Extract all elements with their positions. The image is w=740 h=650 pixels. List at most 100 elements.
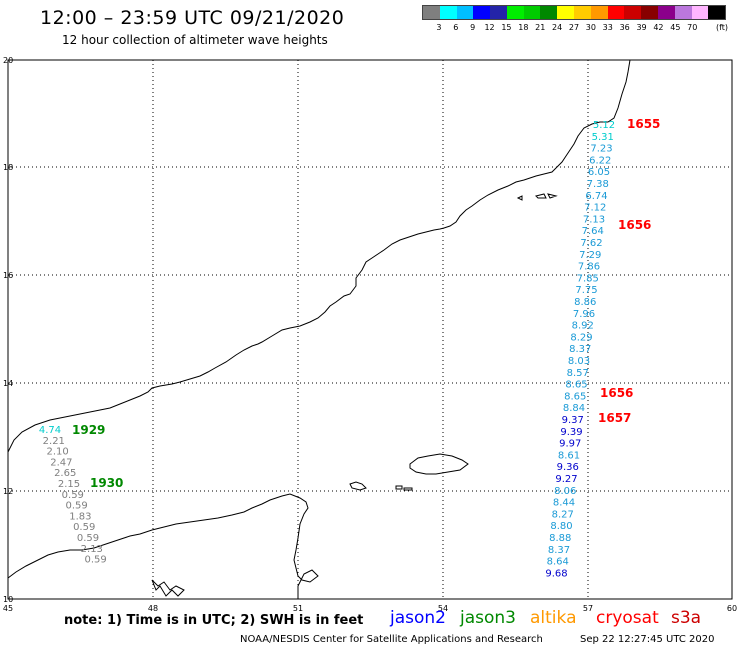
swh-value: 2.13 xyxy=(81,544,103,555)
swh-value: 8.37 xyxy=(548,545,570,556)
swh-value: 8.29 xyxy=(570,332,592,343)
swh-value: 2.65 xyxy=(54,468,76,479)
swh-value: 5.12 xyxy=(593,120,615,131)
swh-value: 8.37 xyxy=(569,344,591,355)
swh-value: 5.31 xyxy=(592,132,614,143)
generated-timestamp: Sep 22 12:27:45 UTC 2020 xyxy=(580,634,715,645)
swh-value: 9.39 xyxy=(560,427,582,438)
legend-label: 3 xyxy=(436,23,442,32)
chart-subtitle: 12 hour collection of altimeter wave hei… xyxy=(62,33,328,47)
x-axis-label: 60 xyxy=(727,604,737,613)
swh-value: 7.64 xyxy=(582,226,604,237)
swh-value: 8.27 xyxy=(552,509,574,520)
swh-value: 4.74 xyxy=(39,425,61,436)
legend-label: 42 xyxy=(653,23,664,32)
x-axis-label: 54 xyxy=(438,604,448,613)
satellite-name: altika xyxy=(530,608,577,628)
swh-value: 8.88 xyxy=(549,533,571,544)
legend-label: 33 xyxy=(602,23,613,32)
swh-value: 8.84 xyxy=(563,403,585,414)
y-axis-label: 14 xyxy=(3,379,13,388)
island-small-4 xyxy=(516,193,558,201)
swh-value: 0.59 xyxy=(65,501,87,512)
legend-swatch xyxy=(657,6,675,19)
legend-label: 70 xyxy=(687,23,698,32)
y-axis-label: 20 xyxy=(3,56,13,65)
footer-note: note: 1) Time is in UTC; 2) SWH is in fe… xyxy=(64,613,364,628)
time-label: 1929 xyxy=(72,423,105,437)
legend-label: 9 xyxy=(470,23,476,32)
swh-value: 7.62 xyxy=(580,238,602,249)
legend-swatch xyxy=(540,6,558,19)
color-legend xyxy=(422,5,726,20)
swh-value: 7.38 xyxy=(587,179,609,190)
swh-value: 7.13 xyxy=(583,214,605,225)
swh-value: 0.59 xyxy=(73,522,95,533)
swh-value: 8.86 xyxy=(574,297,596,308)
track-east: 5.125.317.236.226.057.386.747.127.137.64… xyxy=(545,120,615,579)
legend-swatch xyxy=(624,6,642,19)
legend-label: 45 xyxy=(670,23,681,32)
legend-swatch xyxy=(574,6,591,19)
legend-swatch xyxy=(490,6,507,19)
legend-unit: (ft) xyxy=(715,23,729,32)
time-label: 1930 xyxy=(90,476,123,490)
swh-value: 7.12 xyxy=(584,203,606,214)
swh-value: 8.65 xyxy=(564,391,586,402)
swh-value: 7.29 xyxy=(579,250,601,261)
coastline-north xyxy=(7,59,631,453)
legend-label: 18 xyxy=(518,23,529,32)
time-label: 1655 xyxy=(627,117,660,131)
island-small-2 xyxy=(395,485,403,490)
time-label: 1656 xyxy=(600,386,633,400)
swh-value: 2.15 xyxy=(58,479,80,490)
legend-swatch xyxy=(641,6,658,19)
satellite-name: cryosat xyxy=(596,608,659,628)
satellite-name: jason2 xyxy=(390,608,446,628)
legend-label: 36 xyxy=(619,23,630,32)
swh-value: 8.80 xyxy=(550,521,572,532)
legend-label: 39 xyxy=(636,23,647,32)
satellite-name: s3a xyxy=(671,608,702,628)
swh-value: 9.37 xyxy=(562,415,584,426)
swh-value: 8.65 xyxy=(565,380,587,391)
legend-swatch xyxy=(607,6,625,19)
legend-swatch xyxy=(557,6,575,19)
legend-label: 30 xyxy=(585,23,596,32)
swh-value: 1.83 xyxy=(69,511,91,522)
swh-value: 7.86 xyxy=(578,262,600,273)
legend-swatch xyxy=(708,6,726,19)
swh-value: 9.36 xyxy=(557,462,579,473)
swh-value: 0.59 xyxy=(84,555,106,566)
legend-label: 27 xyxy=(568,23,580,32)
y-axis-label: 10 xyxy=(3,595,13,604)
legend-swatch xyxy=(456,6,474,19)
legend-swatch xyxy=(523,6,541,19)
legend-swatch xyxy=(506,6,524,19)
axis-labels: 45 48 51 54 57 60 10 12 14 16 18 20 xyxy=(3,56,737,613)
map-grid xyxy=(8,60,732,599)
legend-label: 24 xyxy=(552,23,563,32)
legend-swatch xyxy=(439,6,457,19)
legend-swatch xyxy=(590,6,608,19)
swh-value: 2.21 xyxy=(43,436,65,447)
swh-value: 2.47 xyxy=(50,457,72,468)
legend-swatch xyxy=(691,6,709,19)
time-label: 1657 xyxy=(598,411,631,425)
swh-value: 7.75 xyxy=(575,285,597,296)
map-frame xyxy=(7,59,733,600)
swh-value: 6.22 xyxy=(589,155,611,166)
swh-value: 0.59 xyxy=(77,533,99,544)
x-axis-label: 51 xyxy=(293,604,303,613)
coast-detail-sw xyxy=(151,579,185,597)
swh-value: 7.96 xyxy=(573,309,595,320)
swh-value: 8.64 xyxy=(547,557,569,568)
swh-value: 9.27 xyxy=(555,474,577,485)
legend-label: 21 xyxy=(535,23,546,32)
legend-label: 15 xyxy=(501,23,512,32)
legend-swatch xyxy=(423,6,440,19)
swh-value: 7.23 xyxy=(590,144,612,155)
y-axis-label: 18 xyxy=(3,163,13,172)
legend-swatch xyxy=(674,6,692,19)
